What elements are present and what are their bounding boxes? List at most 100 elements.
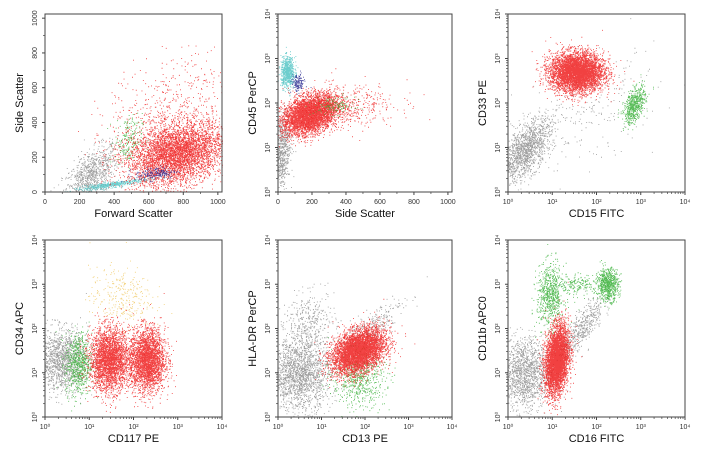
scatter-points (85, 242, 173, 345)
scatter-points (121, 165, 180, 183)
scatter-points (278, 68, 359, 148)
x-tick-label: 800 (408, 199, 420, 206)
x-tick-label: 400 (108, 199, 120, 206)
population-cd11b-cd16- (594, 260, 623, 309)
y-tick-label: 10³ (32, 279, 39, 290)
scatter-points (55, 321, 100, 412)
x-tick-label: 10³ (636, 199, 647, 206)
y-tick-label: 10³ (495, 279, 502, 290)
x-tick-label: 10¹ (316, 424, 327, 431)
y-axis-title: HLA-DR PerCP (247, 290, 259, 366)
x-tick-label: 10⁰ (503, 198, 514, 206)
plot-frame (507, 239, 686, 418)
x-axis-title: CD16 FITC (569, 433, 625, 445)
y-tick-label: 10³ (265, 53, 272, 64)
data-points (278, 276, 428, 418)
scatter-points (278, 46, 300, 97)
population-cd34-blasts (85, 242, 173, 345)
scatter-points (314, 298, 416, 388)
panel-cd13-hladr: 10⁰ 10¹ 10² 10³ 10⁴ 10⁰ 10¹ 10² 10³ 10⁴ CD13 PE HLA… (247, 235, 457, 445)
x-tick-label: 10³ (173, 424, 184, 431)
y-tick-label: 10⁰ (264, 187, 272, 198)
population-lymphocytes (278, 46, 300, 97)
y-tick-label: 10² (265, 323, 272, 334)
y-tick-label: 10¹ (265, 367, 272, 378)
population-blasts-b (116, 293, 177, 409)
x-tick-label: 1000 (210, 199, 226, 206)
panel-fsc-ssc: 0 200 400 600 800 1000 0 200 400 600 800 1000 Forwar… (14, 10, 226, 220)
y-tick-label: 10¹ (265, 142, 272, 153)
scatter-points (508, 324, 569, 417)
y-tick-label: 800 (32, 47, 39, 59)
scatter-points (531, 29, 635, 106)
y-tick-label: 10⁴ (495, 9, 502, 20)
population-maturing-myeloid (55, 321, 100, 412)
y-tick-label: 10² (265, 97, 272, 108)
x-tick-label: 10⁴ (680, 199, 691, 206)
scatter-points (537, 281, 583, 416)
x-tick-label: 200 (306, 199, 318, 206)
y-tick-label: 1000 (32, 10, 39, 26)
population-blasts (537, 281, 583, 416)
x-axis-title: CD15 FITC (569, 208, 625, 220)
scatter-points (50, 132, 135, 193)
population-blasts-a (78, 308, 152, 413)
y-tick-label: 400 (32, 117, 39, 129)
y-tick-label: 10⁴ (265, 235, 272, 246)
population-maturing-myeloid (107, 112, 149, 169)
population-monocytes (121, 165, 180, 183)
plot-frame (44, 13, 223, 193)
scatter-points (278, 81, 297, 192)
data-points (278, 46, 431, 192)
x-tick-label: 10² (128, 424, 139, 431)
x-tick-label: 1000 (440, 199, 456, 206)
y-axis-title: Side Scatter (14, 73, 26, 133)
y-tick-label: 10⁰ (264, 412, 272, 423)
scatter-points (116, 293, 177, 409)
population-debris-lymphocytes (50, 132, 135, 193)
y-tick-label: 200 (32, 151, 39, 163)
panel-cd117-cd34: 10⁰ 10¹ 10² 10³ 10⁴ 10⁰ 10¹ 10² 10³ 10⁴ CD117 PE CD… (14, 235, 227, 445)
y-tick-label: 600 (32, 82, 39, 94)
y-axis-title: CD34 APC (14, 302, 26, 355)
x-axis-title: Side Scatter (335, 208, 395, 220)
population-blasts (531, 29, 635, 106)
y-tick-label: 10¹ (495, 142, 502, 153)
x-tick-label: 600 (374, 199, 386, 206)
x-tick-label: 10¹ (547, 424, 558, 431)
x-tick-label: 10⁴ (680, 424, 691, 431)
y-axis-title: CD33 PE (477, 80, 489, 126)
data-points (508, 244, 623, 417)
panel-cd15-cd33: 10⁰ 10¹ 10² 10³ 10⁴ 10⁰ 10¹ 10² 10³ 10⁴ CD15 FITC C… (477, 9, 690, 220)
population-blasts (314, 298, 416, 388)
y-tick-label: 10⁴ (495, 235, 502, 246)
population-granulocytes (617, 74, 654, 131)
scatter-points (617, 74, 654, 131)
x-tick-label: 10⁰ (40, 423, 51, 431)
scatter-points (594, 260, 623, 309)
scatter-points (45, 293, 106, 405)
population-negative (278, 316, 366, 418)
scatter-points (107, 112, 149, 169)
scatter-points (290, 70, 312, 98)
plot-frame (507, 13, 686, 193)
population-blasts (278, 68, 359, 148)
y-tick-label: 10³ (495, 53, 502, 64)
scatter-points (508, 104, 580, 193)
population-diagonal (548, 289, 611, 373)
population-debris (278, 81, 297, 192)
x-tick-label: 10² (591, 424, 602, 431)
y-tick-label: 10¹ (495, 367, 502, 378)
y-axis-title: CD45 PerCP (247, 71, 259, 135)
x-tick-label: 10⁰ (503, 423, 514, 431)
x-tick-label: 10⁴ (447, 424, 458, 431)
data-points (508, 18, 686, 193)
x-axis-title: CD117 PE (108, 433, 159, 445)
population-lymphocytes (508, 104, 580, 193)
x-tick-label: 600 (143, 199, 155, 206)
scatter-points (278, 316, 366, 418)
y-axis-title: CD11b APC0 (477, 296, 489, 361)
y-tick-label: 10¹ (32, 367, 39, 378)
data-points (45, 242, 177, 413)
